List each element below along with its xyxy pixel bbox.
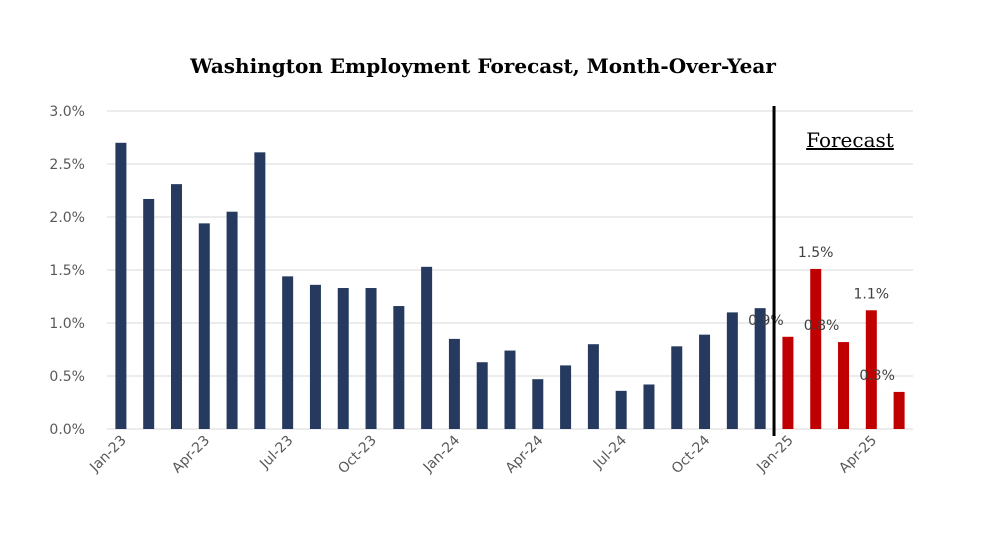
forecast-data-label: 0.9% (748, 313, 784, 329)
actual-bar (448, 338, 460, 429)
x-axis-tick-labels: Jan-23 Apr-23 Jul-23 Oct-23 Jan-24 Apr-24 Jul-… (86, 432, 880, 477)
actual-bar (754, 308, 766, 429)
actual-bar (365, 288, 377, 429)
forecast-bar (865, 310, 877, 429)
y-tick-label: 2.5% (49, 157, 85, 173)
x-tick-label: Apr-25 (836, 433, 880, 477)
x-tick-label: Oct-23 (335, 433, 380, 478)
forecast-data-label: 1.1% (854, 286, 890, 302)
gridlines (107, 110, 913, 430)
actual-bar (560, 365, 572, 429)
actual-bar (309, 284, 321, 429)
actual-bar (198, 223, 210, 429)
actual-bar (254, 152, 266, 429)
x-tick-label: Jul-23 (256, 433, 296, 473)
chart-title: Washington Employment Forecast, Month-Ov… (189, 54, 776, 78)
forecast-label: Forecast (806, 128, 894, 152)
x-tick-label: Jul-24 (590, 432, 630, 472)
y-tick-label: 0.0% (49, 422, 85, 438)
actual-bar (726, 312, 738, 429)
y-tick-label: 3.0% (49, 104, 85, 120)
actual-bar (532, 379, 544, 429)
actual-bar (421, 266, 433, 429)
x-tick-label: Apr-23 (169, 433, 213, 477)
x-tick-label: Jan-23 (86, 433, 129, 476)
y-tick-label: 1.0% (49, 316, 85, 332)
x-tick-label: Oct-24 (669, 432, 714, 477)
actual-bar (643, 384, 655, 429)
forecast-bar (782, 336, 794, 429)
forecast-data-label: 0.3% (859, 368, 895, 384)
actual-bar (671, 346, 683, 429)
actual-bar (699, 334, 711, 429)
actual-bar (226, 211, 238, 429)
actual-bar (143, 198, 155, 429)
forecast-data-label: 1.5% (798, 245, 834, 261)
forecast-bar (893, 391, 905, 429)
actual-bar (615, 390, 627, 429)
y-tick-label: 2.0% (49, 210, 85, 226)
actual-bar (587, 344, 599, 429)
x-tick-label: Apr-24 (503, 432, 547, 476)
actual-bar (115, 142, 127, 430)
actual-bar (476, 362, 488, 429)
y-axis-tick-labels: 0.0% 0.5% 1.0% 1.5% 2.0% 2.5% 3.0% (49, 104, 85, 438)
forecast-data-label: 0.8% (804, 318, 840, 334)
x-tick-label: Jan-24 (420, 432, 464, 476)
forecast-bar (838, 342, 850, 429)
forecast-bar (810, 268, 822, 429)
actual-bar (337, 288, 349, 429)
actual-bar (504, 350, 516, 429)
actual-bar (282, 276, 294, 429)
bars (115, 142, 905, 430)
actual-bar (170, 184, 182, 429)
actual-bar (393, 306, 405, 429)
y-tick-label: 0.5% (49, 369, 85, 385)
x-tick-label: Jan-25 (753, 433, 796, 476)
y-tick-label: 1.5% (49, 263, 85, 279)
